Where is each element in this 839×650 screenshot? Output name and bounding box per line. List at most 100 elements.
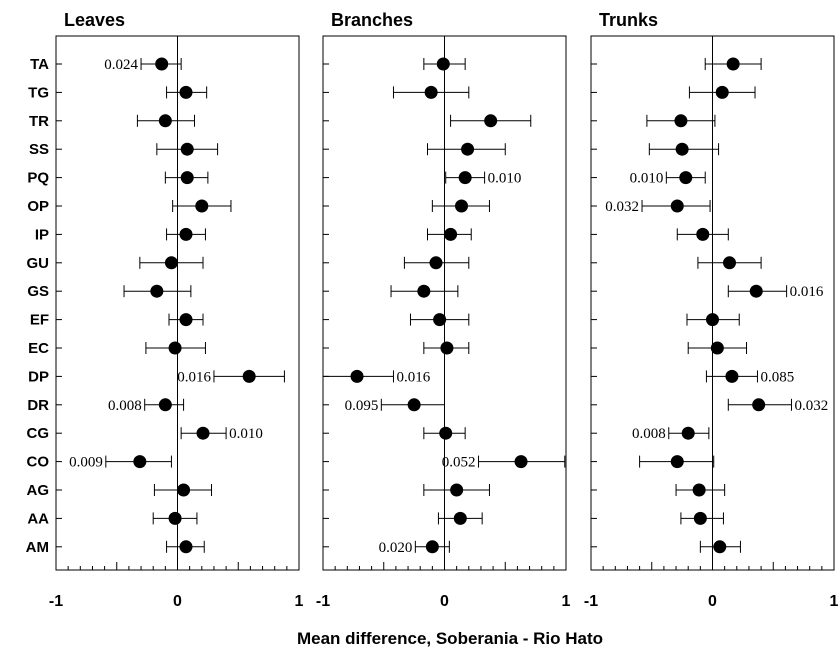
point-ag xyxy=(153,483,213,497)
mean-dot xyxy=(179,313,193,327)
point-ef xyxy=(409,313,470,327)
point-ta: 0.024 xyxy=(104,57,182,73)
point-ip xyxy=(676,227,729,241)
category-label-ec: EC xyxy=(28,340,49,357)
p-value-label: 0.016 xyxy=(790,284,824,300)
point-ta xyxy=(423,57,466,71)
mean-dot xyxy=(168,511,182,525)
category-label-am: AM xyxy=(26,539,49,556)
point-tg xyxy=(392,85,470,99)
point-op: 0.032 xyxy=(605,199,711,215)
point-cg: 0.010 xyxy=(180,426,263,442)
point-ec xyxy=(687,341,748,355)
category-label-ef: EF xyxy=(30,312,49,329)
point-dp: 0.085 xyxy=(705,369,794,385)
mean-dot xyxy=(715,85,729,99)
category-label-gs: GS xyxy=(27,283,49,300)
mean-dot xyxy=(670,199,684,213)
point-co xyxy=(639,455,715,469)
point-op xyxy=(172,199,232,213)
mean-dot xyxy=(450,483,464,497)
point-dp: 0.016 xyxy=(177,369,285,385)
point-ss xyxy=(648,142,720,156)
p-value-label: 0.010 xyxy=(630,171,664,187)
p-value-label: 0.032 xyxy=(794,398,828,414)
mean-dot xyxy=(749,284,763,298)
category-label-dp: DP xyxy=(28,368,49,385)
category-label-dr: DR xyxy=(27,397,49,414)
point-aa xyxy=(437,511,483,525)
mean-dot xyxy=(444,227,458,241)
point-tg xyxy=(688,85,756,99)
p-value-label: 0.016 xyxy=(177,369,211,385)
mean-dot xyxy=(693,511,707,525)
mean-dot xyxy=(696,227,710,241)
mean-dot xyxy=(713,540,727,554)
x-tick-label: 0 xyxy=(708,593,717,610)
mean-dot xyxy=(752,398,766,412)
x-tick-label: 1 xyxy=(830,593,839,610)
mean-dot xyxy=(723,256,737,270)
mean-dot xyxy=(429,256,443,270)
p-value-label: 0.009 xyxy=(69,455,103,471)
point-ag xyxy=(423,483,490,497)
mean-dot xyxy=(179,540,193,554)
point-gs xyxy=(123,284,192,298)
point-am: 0.020 xyxy=(379,540,450,556)
mean-dot xyxy=(164,256,178,270)
x-tick-label: 0 xyxy=(173,593,182,610)
point-ec xyxy=(145,341,206,355)
p-value-label: 0.010 xyxy=(488,171,522,187)
category-label-tg: TG xyxy=(28,84,49,101)
point-aa xyxy=(680,511,724,525)
category-label-ip: IP xyxy=(35,226,49,243)
mean-dot xyxy=(681,426,695,440)
point-gs: 0.016 xyxy=(727,284,824,300)
mean-dot xyxy=(679,171,693,185)
p-value-label: 0.020 xyxy=(379,540,413,556)
mean-dot xyxy=(196,426,210,440)
point-am xyxy=(166,540,205,554)
category-label-gu: GU xyxy=(27,255,50,272)
category-label-ss: SS xyxy=(29,141,49,158)
mean-dot xyxy=(180,171,194,185)
point-gu xyxy=(403,256,470,270)
mean-dot xyxy=(675,142,689,156)
mean-dot xyxy=(726,57,740,71)
mean-dot xyxy=(177,483,191,497)
mean-dot xyxy=(179,227,193,241)
point-dr: 0.095 xyxy=(345,398,445,414)
point-co: 0.052 xyxy=(442,455,566,471)
mean-dot xyxy=(350,369,364,383)
panels: Leaves -1 0 1 0.024 0.016 0.008 0.010 0.009 Branc… xyxy=(49,10,839,610)
panel-leaves: Leaves -1 0 1 0.024 0.016 0.008 0.010 0.009 xyxy=(49,10,304,610)
point-tr xyxy=(136,114,196,128)
mean-dot xyxy=(155,57,169,71)
mean-dot xyxy=(692,483,706,497)
point-pq: 0.010 xyxy=(630,171,706,187)
p-value-label: 0.032 xyxy=(605,199,639,215)
mean-dot xyxy=(133,455,147,469)
mean-dot xyxy=(725,369,739,383)
panel-title: Leaves xyxy=(64,10,125,30)
x-tick-label: 0 xyxy=(440,593,449,610)
point-tg xyxy=(166,85,208,99)
p-value-label: 0.008 xyxy=(632,426,666,442)
point-ip xyxy=(166,227,206,241)
x-tick-label: -1 xyxy=(316,593,330,610)
category-label-aa: AA xyxy=(27,510,49,527)
category-labels: TA TG TR SS PQ OP IP GU GS EF EC DP DR CG CO AG AA AM xyxy=(26,56,50,556)
category-label-ta: TA xyxy=(30,56,49,73)
point-ss xyxy=(426,142,506,156)
mean-dot xyxy=(242,369,256,383)
p-value-label: 0.085 xyxy=(760,369,794,385)
mean-dot xyxy=(458,171,472,185)
mean-dot xyxy=(670,455,684,469)
p-value-label: 0.016 xyxy=(396,369,430,385)
mean-dot xyxy=(461,142,475,156)
panel-branches: Branches -1 0 1 0.010 0.016 0.095 0.052 0.020 xyxy=(316,10,571,610)
point-pq: 0.010 xyxy=(445,171,522,187)
point-aa xyxy=(152,511,198,525)
